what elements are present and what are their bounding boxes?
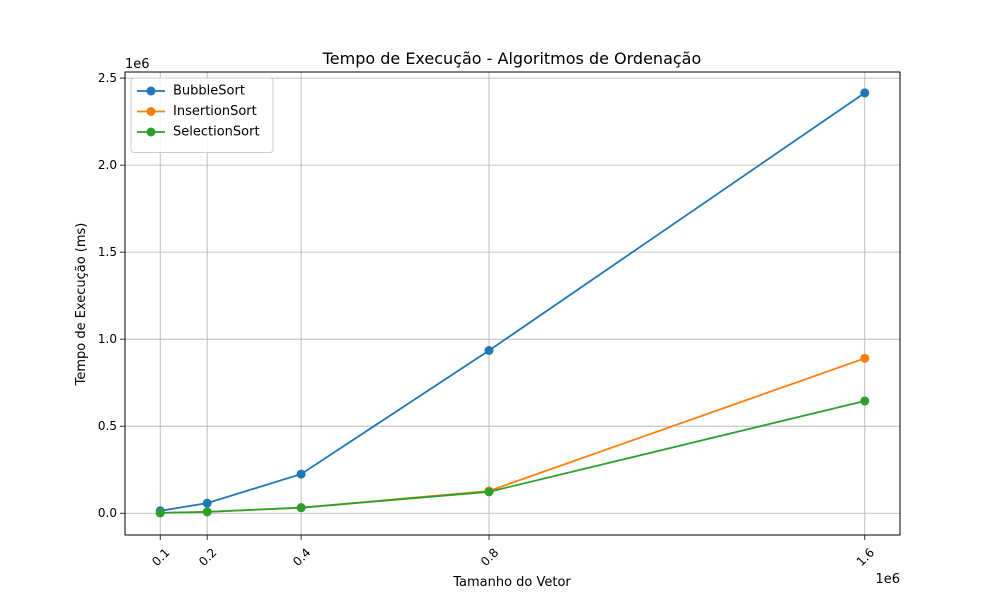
data-point-selectionsort	[484, 487, 494, 497]
legend-item-bubblesort: BubbleSort	[137, 84, 245, 99]
legend-item-insertionsort: InsertionSort	[137, 104, 257, 119]
plot-frame	[124, 71, 901, 536]
y-tick-label: 2.5	[98, 71, 117, 85]
legend-label: SelectionSort	[173, 125, 260, 140]
legend-label: BubbleSort	[173, 84, 245, 99]
y-axis-offset-label: 1e6	[125, 57, 150, 72]
y-tick-label: 1.5	[98, 245, 117, 259]
x-axis-offset-label: 1e6	[875, 572, 900, 587]
data-point-selectionsort	[202, 507, 212, 517]
legend-swatch-marker	[146, 86, 156, 96]
data-point-bubblesort	[860, 88, 870, 98]
y-tick-label: 2.0	[98, 158, 117, 172]
y-axis-ticks: 0.0 0.5 1.0 1.5 2.0 2.5	[98, 71, 125, 520]
legend-box	[130, 77, 274, 153]
y-tick-label: 0.0	[98, 506, 117, 520]
data-point-selectionsort	[296, 503, 306, 513]
legend-swatch-marker	[146, 127, 156, 137]
data-point-selectionsort	[155, 508, 165, 518]
data-point-selectionsort	[860, 396, 870, 406]
data-point-bubblesort	[296, 469, 306, 479]
x-axis-label: Tamanho do Vetor	[452, 575, 571, 590]
data-point-insertionsort	[860, 353, 870, 363]
grid	[125, 72, 900, 535]
series-layer	[155, 88, 870, 518]
data-point-bubblesort	[202, 498, 212, 508]
legend-item-selectionsort: SelectionSort	[137, 125, 260, 140]
legend-label: InsertionSort	[173, 104, 257, 119]
y-tick-label: 1.0	[98, 332, 117, 346]
chart-title: Tempo de Execução - Algoritmos de Ordena…	[322, 49, 702, 68]
data-point-bubblesort	[484, 345, 494, 355]
legend: BubbleSort InsertionSort SelectionSort	[130, 77, 274, 153]
y-tick-label: 0.5	[98, 419, 117, 433]
series-selectionsort	[155, 396, 870, 518]
legend-swatch-marker	[146, 107, 156, 116]
y-axis-label: Tempo de Execução (ms)	[74, 223, 89, 387]
